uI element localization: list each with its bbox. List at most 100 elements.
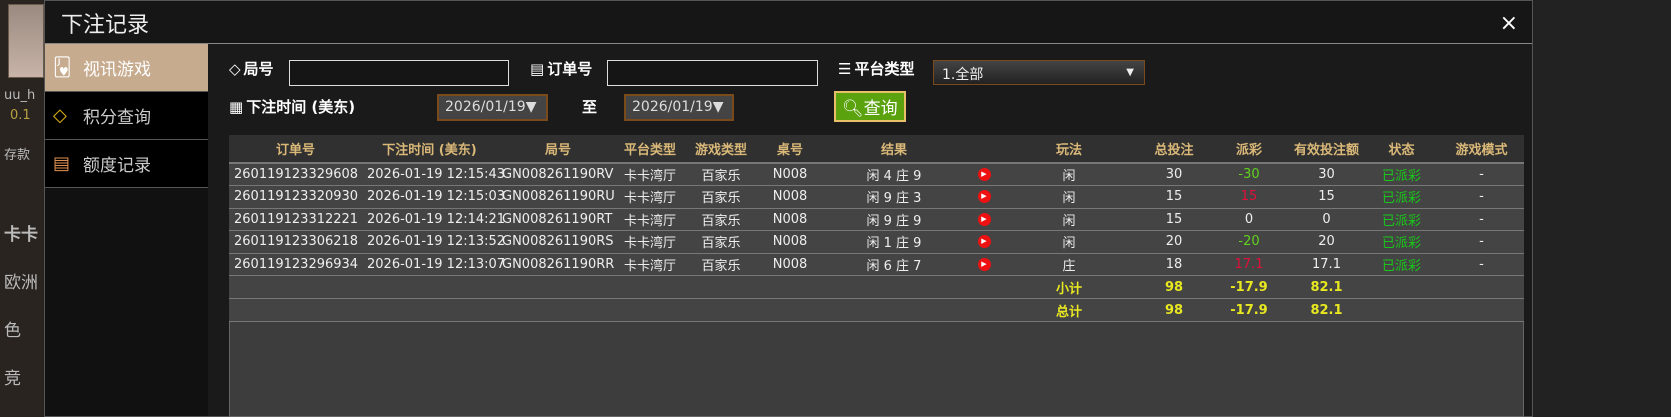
cell: 82.1 xyxy=(1289,298,1364,322)
diamond-icon: ◇ xyxy=(53,105,67,126)
cell: 卡卡湾厅 xyxy=(619,230,681,254)
round-input[interactable] xyxy=(289,60,509,86)
document-icon: ▤ xyxy=(53,153,71,174)
chevron-down-icon: ▼ xyxy=(1126,67,1134,78)
cell: 百家乐 xyxy=(681,163,761,186)
cell: 已派彩 xyxy=(1364,163,1439,186)
bg-text: 竞 xyxy=(4,369,21,389)
sidebar-item-label: 视讯游戏 xyxy=(83,60,151,80)
cell[interactable]: ▶ xyxy=(969,230,999,254)
cell: 82.1 xyxy=(1289,275,1364,299)
play-video-icon[interactable]: ▶ xyxy=(977,168,991,181)
modal-title: 下注记录 xyxy=(61,13,150,38)
cell: 260119123320930 xyxy=(229,185,362,209)
table-row: 260119123312221 2026-01-19 12:14:21 GN0082… xyxy=(229,208,1524,231)
background-page: uu_h 0.1 存款 卡卡 欧洲 色 竞 xyxy=(0,0,44,417)
cell: 18 xyxy=(1139,253,1209,276)
cell xyxy=(819,275,969,299)
cell: 98 xyxy=(1139,298,1209,322)
sidebar-item-live-games[interactable]: 🂻 视讯游戏 xyxy=(45,44,208,92)
cell: 百家乐 xyxy=(681,253,761,276)
play-video-icon[interactable]: ▶ xyxy=(977,190,991,204)
cell: 闲 6 庄 7 xyxy=(819,253,969,276)
total-row: 总计 98 -17.9 82.1 xyxy=(229,298,1524,322)
cell[interactable]: ▶ xyxy=(969,253,999,276)
cell xyxy=(761,298,819,322)
cell xyxy=(761,275,819,299)
cell: 15 xyxy=(1289,185,1364,209)
column-header: 玩法 xyxy=(999,135,1139,164)
cell: 已派彩 xyxy=(1364,253,1439,276)
background-page-right xyxy=(1533,0,1671,417)
cell: N008 xyxy=(761,230,819,254)
column-header xyxy=(969,135,999,164)
cell: 15 xyxy=(1139,185,1209,209)
playing-cards-icon: 🂻 xyxy=(53,57,72,78)
cell: - xyxy=(1439,253,1524,276)
cell: - xyxy=(1439,208,1524,231)
date-from-picker[interactable]: 2026/01/19▼ xyxy=(437,94,548,121)
round-label: ◇ 局号 xyxy=(229,59,274,79)
platform-select[interactable]: 1.全部 ▼ xyxy=(933,60,1145,85)
cell: 卡卡湾厅 xyxy=(619,185,681,209)
cell: 闲 9 庄 9 xyxy=(819,208,969,231)
cell[interactable]: ▶ xyxy=(969,208,999,231)
cell: 15 xyxy=(1209,185,1289,209)
column-header: 总投注 xyxy=(1139,135,1209,164)
table-row: 260119123320930 2026-01-19 12:15:03 GN0082… xyxy=(229,185,1524,209)
sidebar-item-label: 额度记录 xyxy=(83,156,151,176)
calendar-icon: ▦ xyxy=(229,97,244,116)
order-input[interactable] xyxy=(607,60,818,86)
cell: 已派彩 xyxy=(1364,185,1439,209)
cell: - xyxy=(1439,163,1524,186)
cell: 闲 xyxy=(999,185,1139,209)
cell: 30 xyxy=(1139,163,1209,186)
play-video-icon[interactable]: ▶ xyxy=(977,257,991,271)
cell: 已派彩 xyxy=(1364,230,1439,254)
title-bar: 下注记录 × xyxy=(45,1,1532,44)
sidebar-item-points[interactable]: ◇ 积分查询 xyxy=(45,92,208,140)
cell[interactable]: ▶ xyxy=(969,185,999,209)
cell xyxy=(497,275,619,299)
cell: 闲 1 庄 9 xyxy=(819,230,969,254)
play-video-icon[interactable]: ▶ xyxy=(977,235,991,249)
cell: 2026-01-19 12:14:21 xyxy=(362,208,505,231)
cell: 2026-01-19 12:15:43 xyxy=(362,163,505,186)
cell: 15 xyxy=(1139,208,1209,231)
table-row: 260119123296934 2026-01-19 12:13:07 GN0082… xyxy=(229,253,1524,276)
query-button[interactable]: 🔍︎查询 xyxy=(834,91,906,122)
cell: 总计 xyxy=(999,298,1139,322)
cell xyxy=(229,275,362,299)
bg-text: 卡卡 xyxy=(4,225,38,245)
time-label: ▦ 下注时间 (美东) xyxy=(229,97,356,117)
cell: -17.9 xyxy=(1209,275,1289,299)
sidebar-item-credit[interactable]: ▤ 额度记录 xyxy=(45,140,208,188)
close-icon[interactable]: × xyxy=(1499,11,1518,36)
table-row: 260119123329608 2026-01-19 12:15:43 GN0082… xyxy=(229,163,1524,186)
cell[interactable]: ▶ xyxy=(969,163,999,186)
cell: 闲 xyxy=(999,230,1139,254)
column-header: 订单号 xyxy=(229,135,362,164)
cell: 17.1 xyxy=(1289,253,1364,276)
cell: 98 xyxy=(1139,275,1209,299)
cell xyxy=(1439,298,1524,322)
cell: 卡卡湾厅 xyxy=(619,253,681,276)
search-icon: 🔍︎ xyxy=(842,99,864,119)
cell: 260119123306218 xyxy=(229,230,362,254)
cell xyxy=(681,275,761,299)
cell xyxy=(969,298,999,322)
cell: 20 xyxy=(1139,230,1209,254)
play-video-icon[interactable]: ▶ xyxy=(977,212,991,226)
cell: 闲 xyxy=(999,163,1139,186)
column-header: 平台类型 xyxy=(619,135,681,164)
cell: 2026-01-19 12:13:52 xyxy=(362,230,505,254)
avatar xyxy=(8,4,44,78)
bg-deposit: 存款 xyxy=(4,148,31,163)
cell xyxy=(969,275,999,299)
cell: - xyxy=(1439,185,1524,209)
date-to-picker[interactable]: 2026/01/19▼ xyxy=(624,94,734,121)
cell xyxy=(619,298,681,322)
cell: N008 xyxy=(761,163,819,186)
platform-label: ☰ 平台类型 xyxy=(838,59,915,79)
cell xyxy=(362,298,497,322)
